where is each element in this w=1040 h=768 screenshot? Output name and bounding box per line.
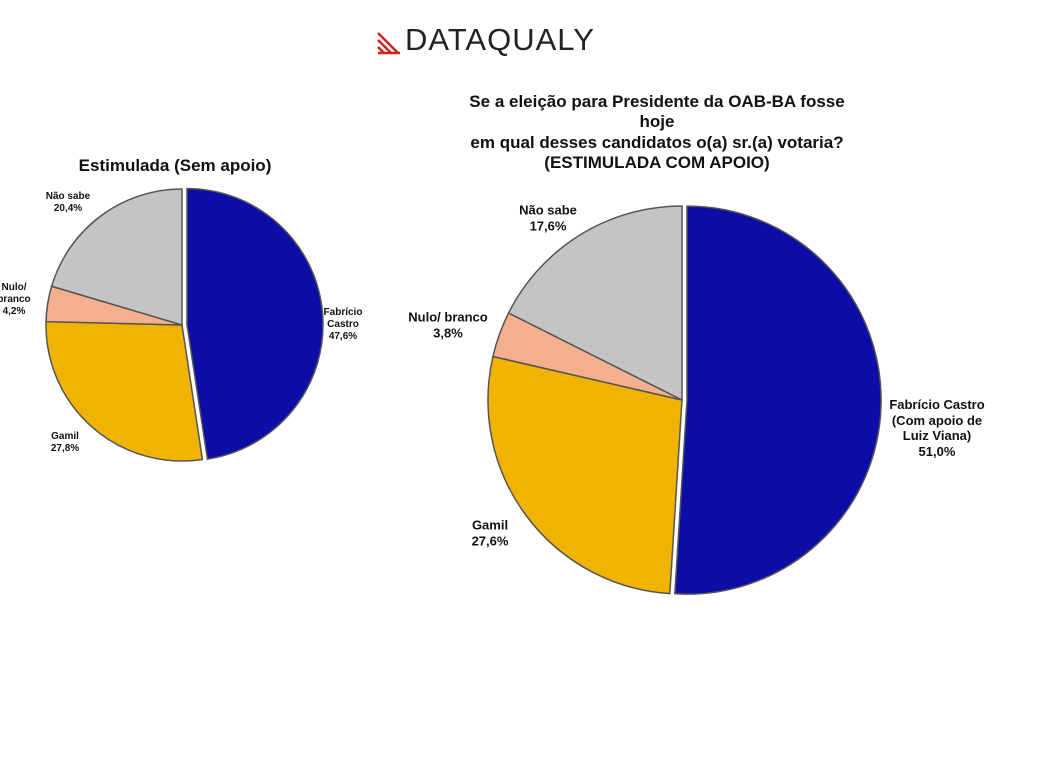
pie-slice — [186, 187, 324, 460]
pie — [487, 205, 882, 595]
pie-slice — [674, 205, 882, 595]
slice-label: Nulo/ branco 3,8% — [408, 309, 487, 340]
pie-slice — [45, 320, 204, 462]
category-label: Fabrício Castro — [323, 307, 363, 330]
chart-title: Se a eleição para Presidente da OAB-BA f… — [469, 92, 845, 173]
slice-label: Não sabe 17,6% — [519, 202, 577, 233]
logo-icon — [377, 32, 400, 55]
logo: DATAQUALY — [405, 22, 595, 57]
category-label: Nulo/ branco — [0, 282, 31, 305]
pie-slice — [507, 205, 683, 402]
value-label: 27,8% — [50, 443, 80, 454]
pie — [45, 187, 324, 462]
slice-label: Fabrício Castro (Com apoio de Luiz Viana… — [889, 397, 984, 459]
value-label: 3,8% — [433, 325, 463, 340]
value-label: 17,6% — [529, 218, 567, 233]
slice-label: Não sabe 20,4% — [46, 191, 90, 215]
slice-label: Fabrício Castro 47,6% — [324, 307, 363, 343]
slice-label: Gamil 27,8% — [51, 431, 79, 455]
pie-slice — [50, 188, 183, 327]
category-label: Nulo/ branco — [408, 309, 488, 325]
slice-label: Nulo/ branco 4,2% — [0, 282, 31, 318]
category-label: Gamil — [471, 517, 509, 533]
category-label: Gamil — [51, 431, 79, 442]
value-label: 47,6% — [328, 331, 358, 342]
slice-label: Gamil 27,6% — [472, 517, 509, 548]
category-label: Fabrício Castro (Com apoio de Luiz Viana… — [889, 396, 985, 443]
value-label: 27,6% — [471, 533, 509, 548]
value-label: 4,2% — [2, 306, 26, 317]
value-label: 20,4% — [53, 203, 83, 214]
category-label: Não sabe — [519, 202, 577, 218]
value-label: 51,0% — [918, 443, 956, 459]
chart-title: Estimulada (Sem apoio) — [78, 156, 272, 175]
pie-slice — [487, 355, 683, 595]
category-label: Não sabe — [45, 191, 91, 202]
